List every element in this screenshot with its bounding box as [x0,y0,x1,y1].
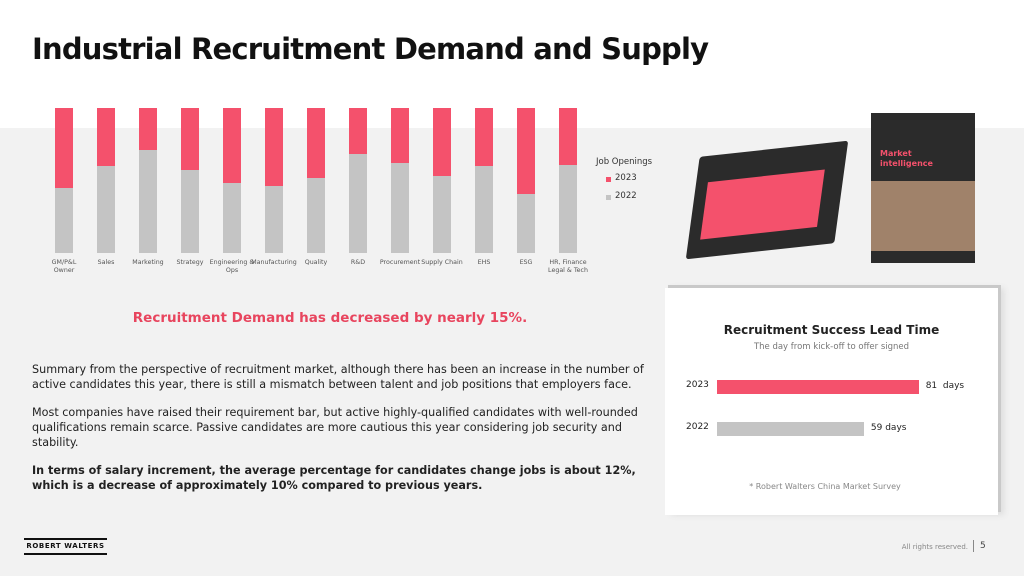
x-tick-label: Procurement [379,259,421,266]
bar-segment [265,108,283,187]
bar-segment [181,170,199,253]
bar-segment [97,166,115,253]
bar-segment [391,163,409,253]
legend-label: 2022 [615,191,637,201]
book-image [685,140,849,260]
x-tick-label: GM/P&L Owner [51,259,77,274]
x-tick-label: Quality [304,259,328,266]
slide-title: Industrial Recruitment Demand and Supply [32,32,709,66]
legend-swatch [606,195,611,200]
logo: ROBERT WALTERS [24,538,107,555]
bar-segment [55,108,73,188]
chart-title: Recruitment Success Lead Time [723,323,940,337]
bar-segment [475,166,493,253]
x-tick-label: Sales [97,259,115,266]
bar-segment [97,108,115,166]
chart-note: * Robert Walters China Market Survey [749,482,901,491]
rights: All rights reserved. [901,543,968,551]
x-tick-label: Supply Chain [421,259,463,266]
page-number: 5 [980,541,986,551]
chart-subtitle: The day from kick-off to offer signed [753,342,910,352]
bar-segment [433,108,451,177]
value-label: 59 days [870,423,907,433]
bar-segment [307,108,325,178]
bar-segment [223,183,241,253]
lead-time-card: Recruitment Success Lead Time The day fr… [665,288,998,515]
book-title: Market intelligence [880,149,933,168]
paragraph: Most companies have raised their require… [32,406,638,449]
legend-title: Job Openings [596,157,653,167]
x-tick-label: Manufacturing [251,259,297,266]
bar-segment [307,177,325,253]
bar-segment [265,186,283,253]
x-tick-label: Engineering & Ops [209,259,255,274]
paragraph: In terms of salary increment, the averag… [32,464,636,492]
value-label: 81 days [925,381,965,391]
highlight: Recruitment Demand has decreased by near… [132,310,528,326]
bar-segment [181,108,199,171]
bar-segment [349,108,367,155]
bar-segment [391,108,409,164]
bar-segment [349,154,367,253]
y-tick-label: 2023 [686,380,709,390]
x-tick-label: R&D [350,259,366,266]
book-image: Market intelligence [871,113,975,263]
bar-segment [55,187,73,253]
book-photo [871,181,975,251]
bar-segment [223,108,241,184]
divider [973,540,974,552]
paragraph: Summary from the perspective of recruitm… [32,363,644,391]
x-tick-label: EHS [477,259,491,266]
bar-segment [475,108,493,166]
book-cover-band [700,169,825,240]
bar-segment [139,108,157,151]
x-tick-label: Marketing [132,259,164,266]
y-tick-label: 2022 [686,422,709,432]
legend-label: 2023 [615,173,637,183]
bar-segment [559,108,577,165]
bar-segment [559,164,577,253]
x-tick-label: HR, Finance Legal & Tech [548,259,588,274]
x-tick-label: ESG [519,259,533,266]
bar [717,380,919,394]
bar-segment [517,108,535,194]
x-tick-label: Strategy [176,259,204,266]
bar-segment [517,193,535,253]
bar [717,422,864,436]
bar-segment [139,150,157,253]
header-band [0,0,1024,128]
bar-segment [433,176,451,253]
legend-swatch [606,177,611,182]
